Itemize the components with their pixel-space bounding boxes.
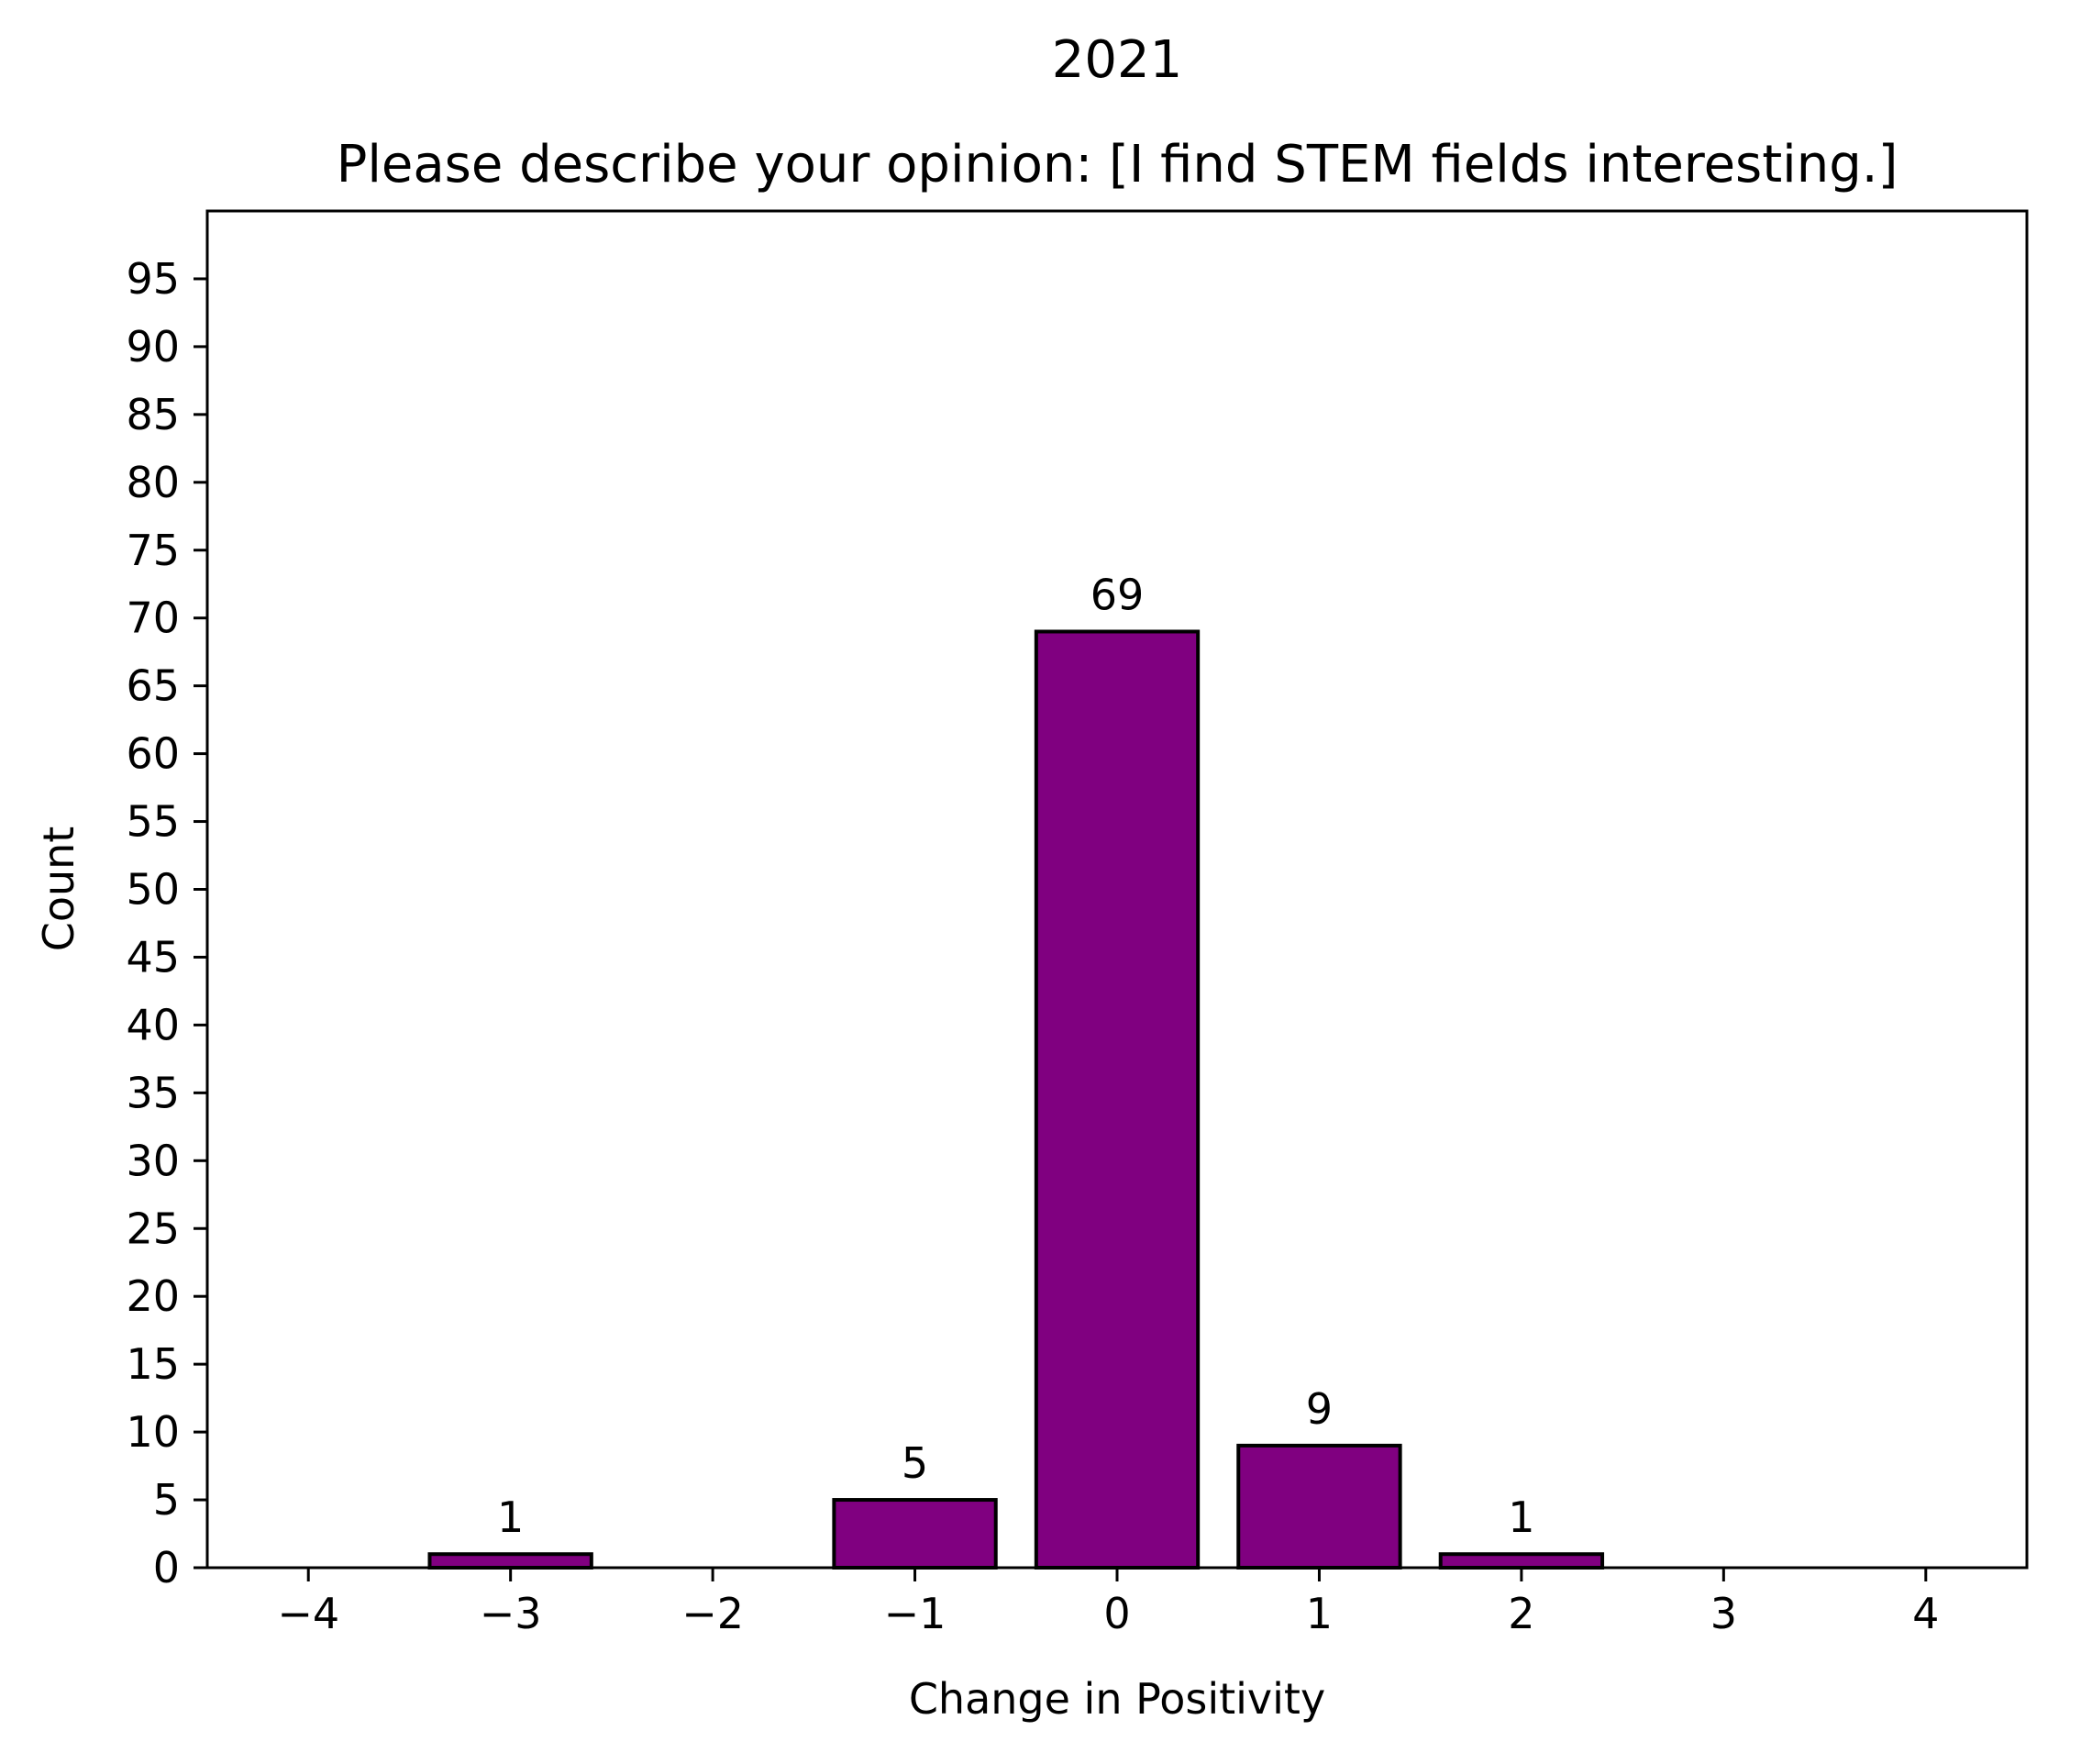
y-tick-label: 80	[126, 458, 180, 507]
x-tick-label: −4	[277, 1589, 339, 1638]
y-tick-label: 60	[126, 729, 180, 779]
y-tick-label: 35	[126, 1068, 180, 1117]
chart-suptitle: 2021	[1052, 30, 1183, 90]
bar	[427, 1552, 593, 1570]
x-axis-label: Change in Positivity	[909, 1674, 1325, 1724]
y-tick-label: 95	[126, 254, 180, 304]
y-tick-label: 85	[126, 390, 180, 439]
bar	[1034, 629, 1201, 1570]
bar-value-label: 1	[1508, 1492, 1534, 1542]
y-tick-label: 90	[126, 322, 180, 372]
x-tick-label: 3	[1710, 1589, 1737, 1638]
y-tick-label: 70	[126, 594, 180, 643]
y-tick-label: 5	[153, 1475, 180, 1525]
bar-value-label: 69	[1090, 570, 1145, 619]
x-tick-label: −1	[884, 1589, 946, 1638]
y-tick-label: 45	[126, 932, 180, 982]
x-tick-label: −2	[681, 1589, 744, 1638]
y-tick-label: 0	[153, 1543, 180, 1592]
bar-value-label: 5	[902, 1438, 928, 1488]
y-tick-label: 25	[126, 1204, 180, 1253]
x-tick-label: 4	[1912, 1589, 1939, 1638]
y-tick-label: 65	[126, 661, 180, 711]
bar	[1438, 1552, 1605, 1570]
y-tick-label: 30	[126, 1136, 180, 1185]
y-tick-label: 10	[126, 1407, 180, 1457]
x-tick-label: 1	[1306, 1589, 1333, 1638]
y-tick-label: 75	[126, 526, 180, 575]
y-axis: 0 5 10 15 20 25 30 35 40 45 50 55 60 65 70 75 80 85 90 95	[126, 254, 207, 1592]
x-tick-label: −3	[480, 1589, 542, 1638]
bar	[832, 1498, 998, 1570]
x-tick-label: 2	[1508, 1589, 1534, 1638]
bar-value-label: 9	[1306, 1384, 1333, 1434]
bar	[1236, 1443, 1402, 1570]
y-tick-label: 15	[126, 1339, 180, 1389]
chart-title: Please describe your opinion: [I find ST…	[337, 135, 1898, 194]
x-tick-label: 0	[1103, 1589, 1130, 1638]
bar-value-label: 1	[497, 1492, 524, 1542]
plot-frame	[205, 209, 2029, 1570]
y-tick-label: 20	[126, 1271, 180, 1321]
y-tick-label: 40	[126, 1000, 180, 1049]
bars-group	[427, 629, 1605, 1570]
y-tick-label: 50	[126, 865, 180, 915]
y-axis-label: Count	[34, 827, 83, 952]
bar-labels-group: 1 5 69 9 1	[497, 570, 1535, 1542]
y-tick-label: 55	[126, 797, 180, 847]
x-axis: −4 −3 −2 −1 0 1 2 3 4	[277, 1568, 1939, 1638]
